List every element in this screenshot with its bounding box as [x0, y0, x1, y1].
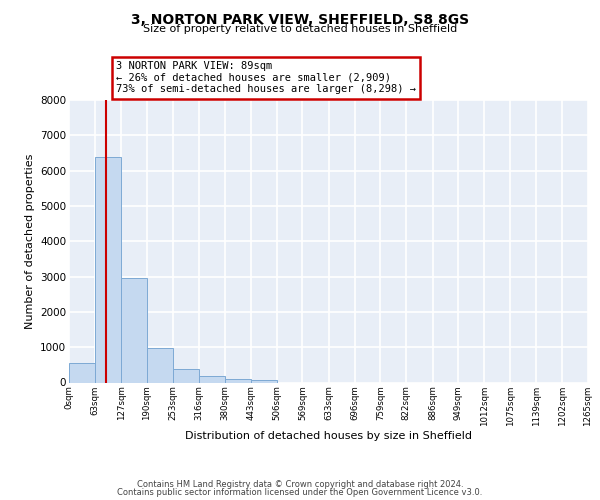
Text: Contains public sector information licensed under the Open Government Licence v3: Contains public sector information licen…	[118, 488, 482, 497]
Bar	[173, 369, 199, 382]
Text: 3, NORTON PARK VIEW, SHEFFIELD, S8 8GS: 3, NORTON PARK VIEW, SHEFFIELD, S8 8GS	[131, 12, 469, 26]
Bar	[121, 278, 147, 382]
Bar	[251, 380, 277, 382]
X-axis label: Distribution of detached houses by size in Sheffield: Distribution of detached houses by size …	[185, 431, 472, 441]
Y-axis label: Number of detached properties: Number of detached properties	[25, 154, 35, 329]
Bar	[147, 348, 173, 382]
Bar	[95, 156, 121, 382]
Bar	[69, 362, 95, 382]
Bar	[225, 379, 251, 382]
Bar	[199, 376, 225, 382]
Text: Size of property relative to detached houses in Sheffield: Size of property relative to detached ho…	[143, 24, 457, 34]
Text: 3 NORTON PARK VIEW: 89sqm
← 26% of detached houses are smaller (2,909)
73% of se: 3 NORTON PARK VIEW: 89sqm ← 26% of detac…	[116, 61, 416, 94]
Text: Contains HM Land Registry data © Crown copyright and database right 2024.: Contains HM Land Registry data © Crown c…	[137, 480, 463, 489]
